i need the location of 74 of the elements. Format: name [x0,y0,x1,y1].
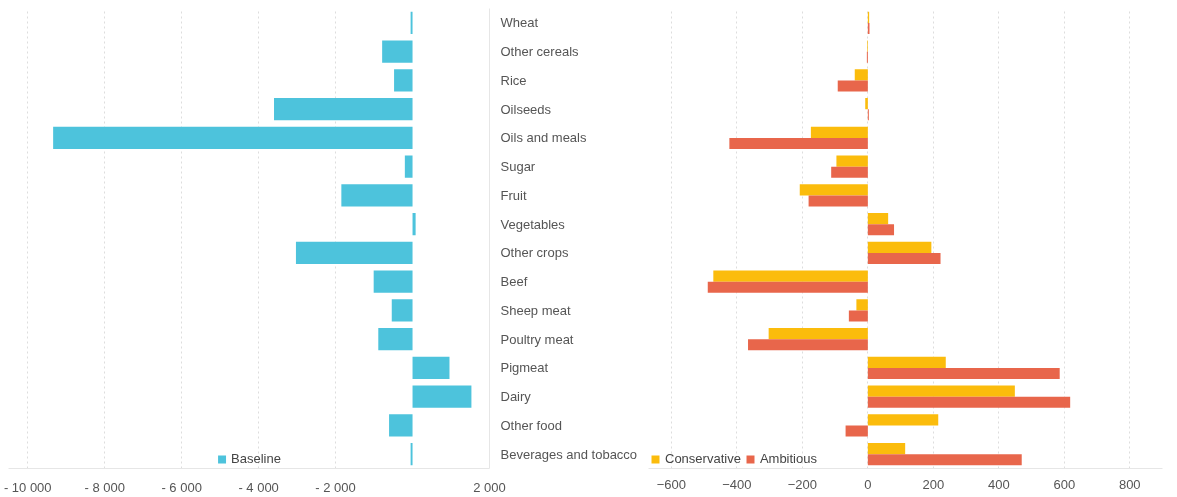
bar [836,155,868,167]
x-tick-label: 200 [922,476,945,492]
y-tick-label: Vegetables [500,216,566,232]
bar [856,299,868,311]
legend-label: Baseline [231,451,281,466]
bar [810,126,868,138]
bar [837,80,868,92]
y-tick-label: Dairy [500,389,532,405]
bar [865,97,868,110]
bar [729,137,868,150]
x-tick-label: 400 [987,476,1010,492]
bar [867,367,1060,380]
bar [845,425,868,437]
x-tick-label: 0 [864,476,872,492]
bar [713,270,868,282]
legend-label: Ambitious [759,451,817,466]
bar [412,356,450,380]
bar [707,281,868,293]
bar [295,241,413,265]
y-tick-label: Other food [500,417,562,433]
bar [378,327,413,351]
bar [274,97,413,121]
y-tick-label: Poultry meat [500,331,574,347]
y-tick-label: Sugar [500,159,536,175]
x-tick-label: - 10 000 [3,479,52,495]
y-tick-label: Beef [500,274,528,290]
bar [867,442,906,455]
x-tick-label: −400 [722,476,752,492]
x-tick-label: 2 000 [473,479,506,495]
bar [373,270,413,293]
x-tick-label: 600 [1053,476,1076,492]
bar [867,385,1015,397]
bar [867,414,939,426]
bar [867,252,941,265]
bar [848,310,868,322]
bar [391,299,413,322]
bar [404,155,413,178]
bar [867,356,946,368]
y-tick-label: Other cereals [500,44,580,60]
bar [867,454,1022,466]
bar [799,184,868,196]
bar [768,327,868,340]
bar [394,69,413,92]
x-tick-label: - 6 000 [161,479,202,495]
bar [341,184,413,207]
bar [389,414,413,437]
bar [412,385,472,408]
x-tick-label: - 4 000 [238,479,279,495]
bar [831,166,868,178]
bar [382,40,413,63]
bar [808,195,868,207]
x-tick-label: −600 [656,476,687,492]
bar [53,126,413,150]
y-tick-label: Oils and meals [500,130,587,146]
legend-label: Conservative [665,451,741,466]
y-tick-label: Sheep meat [500,302,571,318]
x-tick-label: −200 [787,476,818,492]
x-tick-label: - 8 000 [84,479,125,495]
bar [748,339,868,351]
bar [854,69,868,81]
y-tick-label: Other crops [500,245,569,261]
bar [867,212,889,225]
bar [412,212,416,236]
y-tick-label: Wheat [500,15,539,31]
bar [867,396,1071,408]
y-tick-label: Rice [500,72,527,88]
x-tick-label: 800 [1118,476,1141,492]
y-tick-label: Beverages and tobacco [500,446,638,462]
y-tick-label: Oilseeds [500,101,552,117]
bar [867,224,895,236]
bar [867,241,932,253]
y-tick-label: Pigmeat [500,360,549,376]
x-tick-label: - 2 000 [315,479,356,495]
y-tick-label: Fruit [500,187,527,203]
